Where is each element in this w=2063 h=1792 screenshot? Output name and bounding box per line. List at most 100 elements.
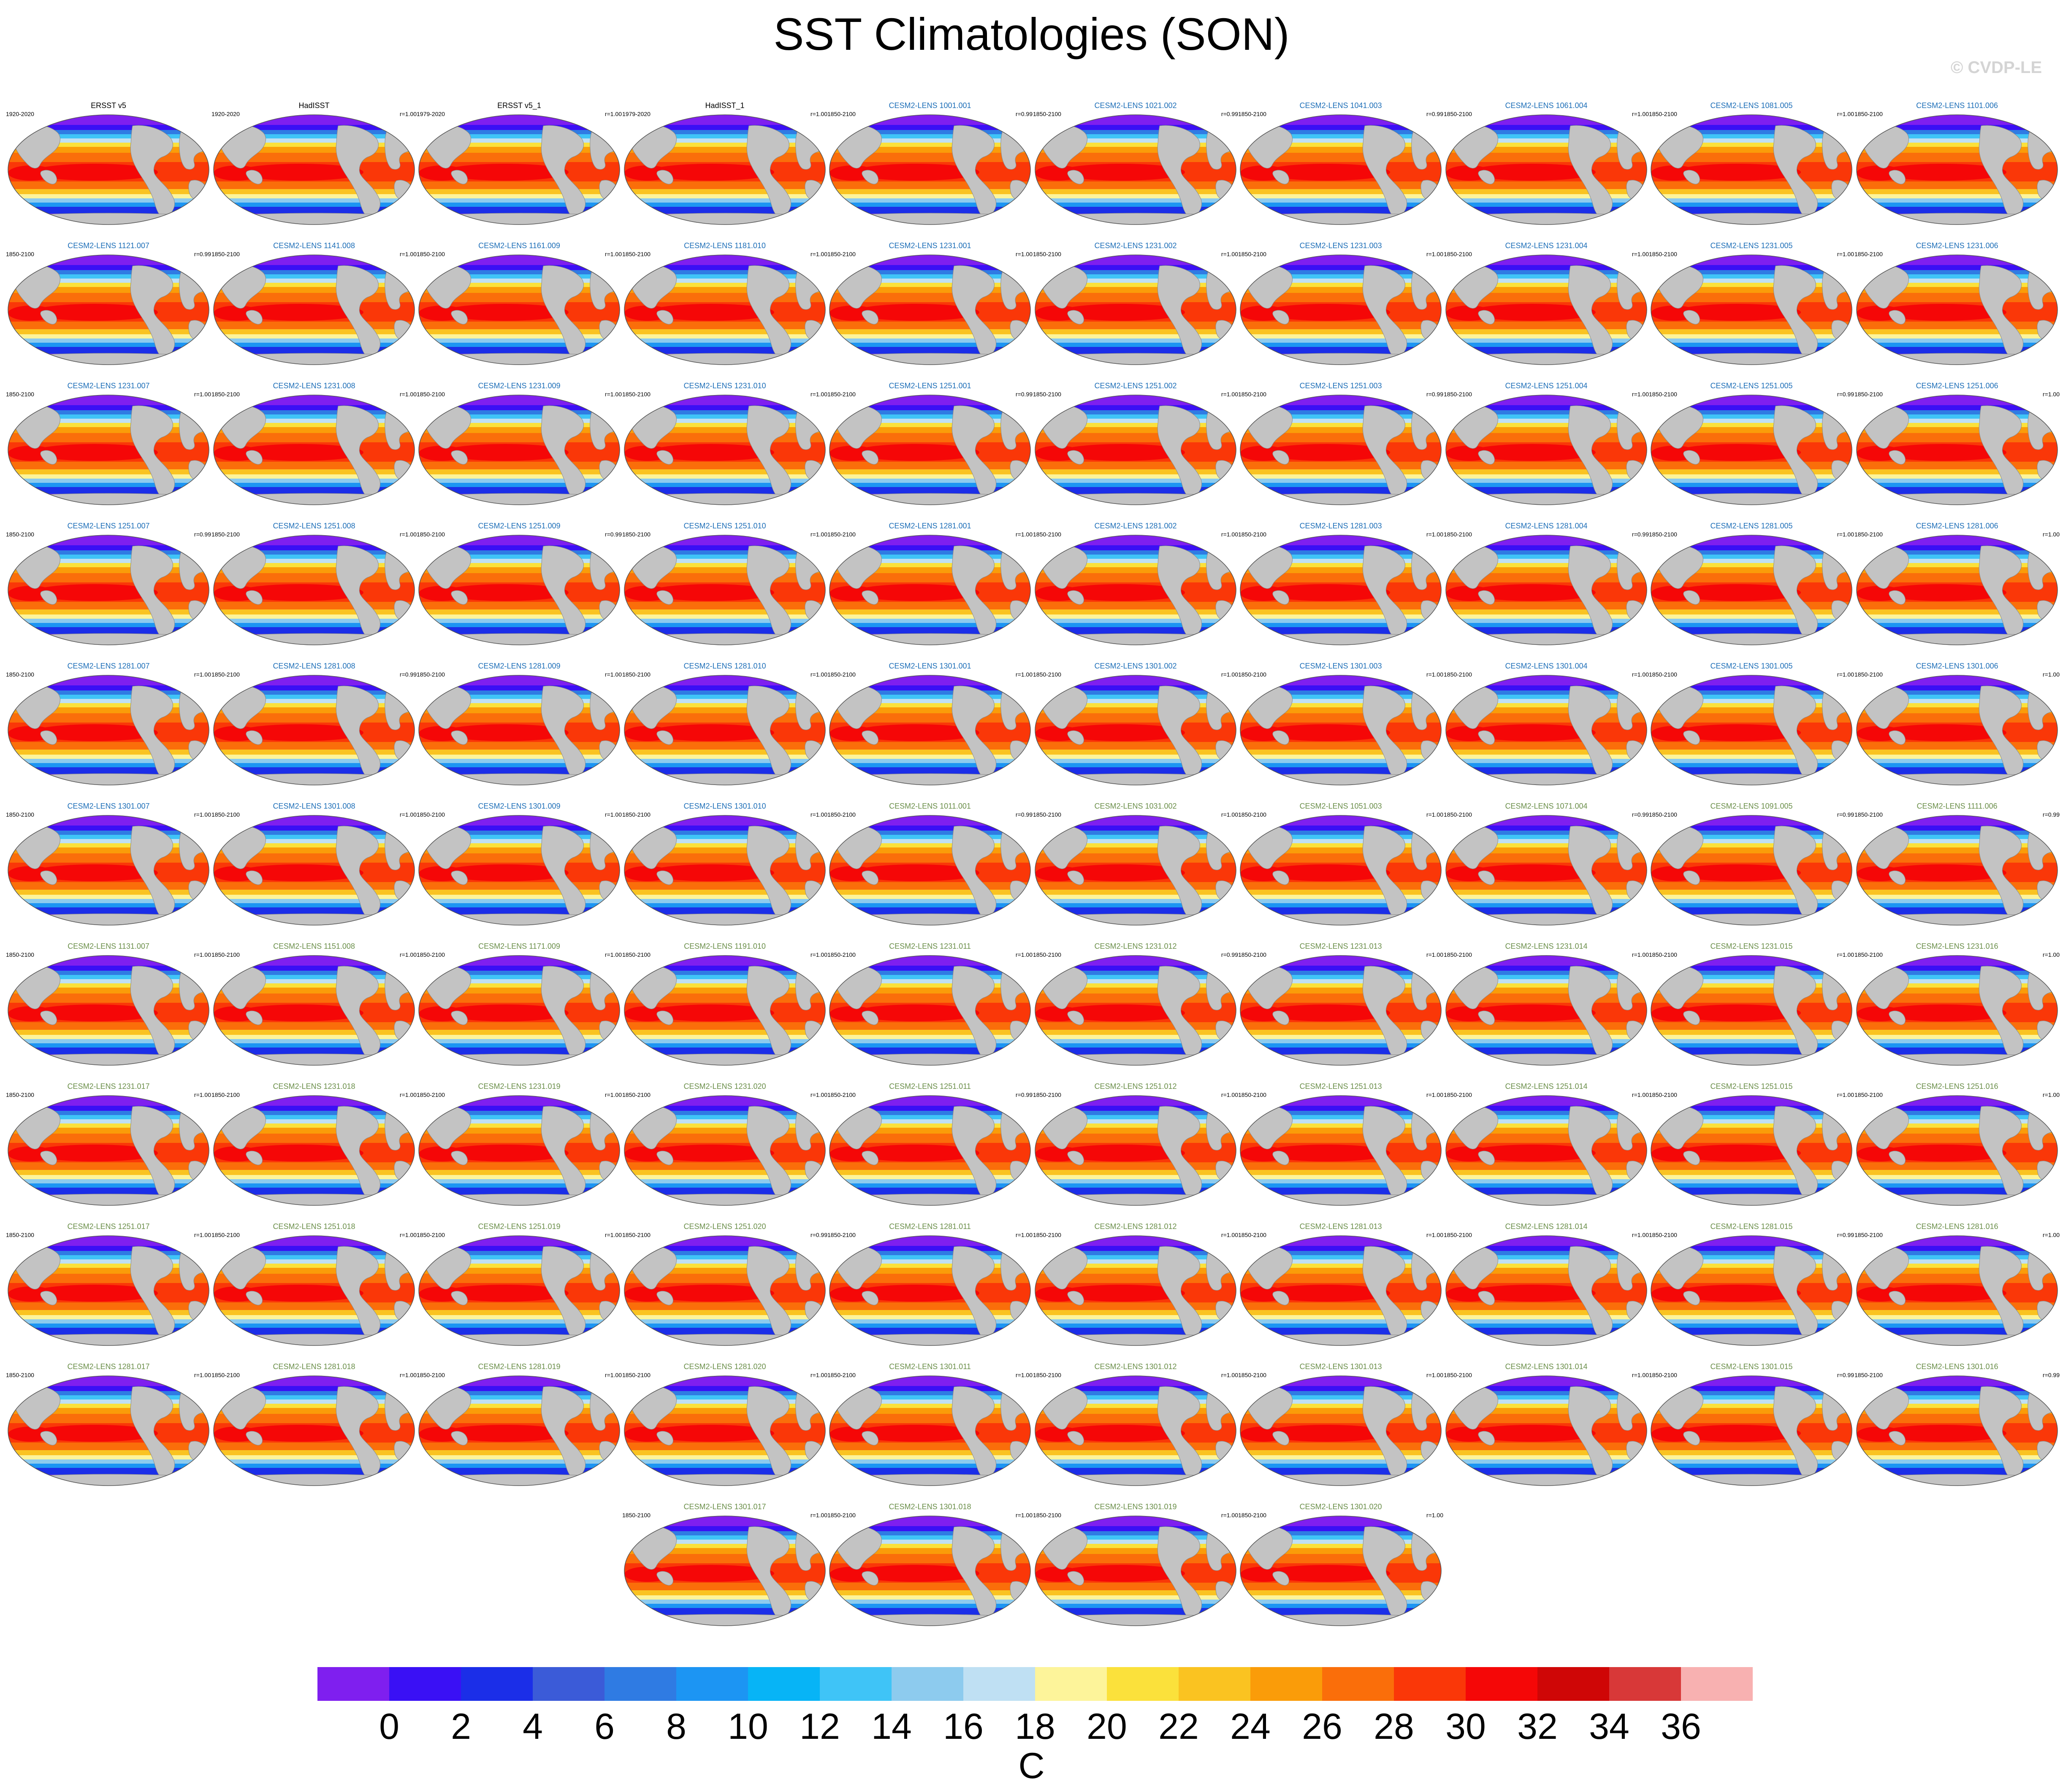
colorbar: 0 2 4 6 8 10 12 14 16 18 20 22 24 26 28 30 32 34 36 [317,1667,1753,1743]
sst-map [1651,1375,1852,1486]
panel-title: CESM2-LENS 1281.010 [683,662,766,670]
sst-field [1446,675,1647,785]
sst-field [1446,1376,1647,1486]
sst-map [8,675,209,785]
map-panel: CESM2-LENS 1091.005 1850-2100 r=0.99 [1649,802,1854,928]
globe-outline [1240,1095,1442,1206]
sst-map [1651,955,1852,1066]
panel-title: CESM2-LENS 1231.015 [1710,942,1793,950]
panel-title: CESM2-LENS 1061.004 [1505,101,1588,110]
map-panel: CESM2-LENS 1281.006 1850-2100 r=1.00 [1854,522,2060,648]
globe-outline [624,114,826,225]
map-panel: CESM2-LENS 1081.005 1850-2100 r=1.00 [1649,101,1854,228]
sst-field [214,1376,415,1486]
sst-map [1035,114,1236,225]
sst-field [214,1096,415,1205]
panel-years: 1850-2100 [417,951,445,958]
panel-pattern-correlation: r=1.00 [1426,951,1443,958]
panel-pattern-correlation: r=1.00 [1221,1512,1238,1519]
panel-title: CESM2-LENS 1251.009 [478,522,561,530]
globe-outline [418,1235,620,1346]
panel-pattern-correlation: r=1.00 [810,251,827,257]
globe-outline [624,1095,826,1206]
sst-field [214,1236,415,1345]
sst-map [1856,254,2058,365]
panel-years: 1850-2100 [1649,111,1677,117]
globe-outline [829,395,1031,505]
map-panel: CESM2-LENS 1251.011 1850-2100 r=0.99 [827,1082,1033,1209]
globe-outline [8,675,209,785]
sst-map [1035,1235,1236,1346]
sst-field [1240,1236,1441,1345]
panel-title: CESM2-LENS 1231.002 [1094,241,1177,250]
panel-years: 1850-2100 [1649,1232,1677,1238]
panel-title: CESM2-LENS 1171.009 [478,942,560,950]
map-panel: CESM2-LENS 1281.018 1850-2100 r=1.00 [211,1362,417,1489]
sst-field [1857,675,2058,785]
panel-title: CESM2-LENS 1301.016 [1916,1362,1998,1371]
panel-title: CESM2-LENS 1281.009 [478,662,561,670]
panel-title: CESM2-LENS 1251.019 [478,1222,561,1231]
map-panel: CESM2-LENS 1281.009 1850-2100 r=1.00 [417,662,622,788]
sst-map [1240,815,1442,926]
colorbar-swatch [1107,1667,1179,1701]
globe-outline [1240,395,1442,505]
panel-pattern-correlation: r=1.00 [605,1232,622,1238]
panel-years: 1850-2100 [1033,531,1061,538]
map-panel: CESM2-LENS 1301.005 1850-2100 r=1.00 [1649,662,1854,788]
globe-outline [829,1095,1031,1206]
sst-field [419,255,620,365]
map-panel: CESM2-LENS 1251.002 1850-2100 r=1.00 [1033,382,1238,508]
panel-years: 1850-2100 [1854,671,1883,678]
sst-map [1856,815,2058,926]
panel-years: 1850-2100 [1649,531,1677,538]
globe-outline [1035,1235,1236,1346]
map-panel: CESM2-LENS 1301.008 1850-2100 r=1.00 [211,802,417,928]
globe-outline [8,815,209,926]
panel-pattern-correlation: r=1.00 [399,1372,417,1378]
panel-title: ERSST v5 [91,101,126,110]
panel-years: 1850-2100 [1033,111,1061,117]
panel-title: CESM2-LENS 1231.008 [273,382,355,390]
globe-outline [1445,675,1647,785]
colorbar-tick-label: 30 [1445,1706,1486,1743]
colorbar-swatch [1179,1667,1250,1701]
panel-title: CESM2-LENS 1301.001 [889,662,971,670]
sst-field [830,115,1030,225]
colorbar-tick-label: 26 [1302,1706,1342,1743]
panel-title: CESM2-LENS 1251.020 [683,1222,766,1231]
panel-pattern-correlation: r=1.00 [1632,111,1649,117]
panel-title: CESM2-LENS 1231.006 [1916,241,1998,250]
sst-map [1651,535,1852,645]
sst-map [1445,815,1647,926]
globe-outline [1035,395,1236,505]
sst-field [1651,815,1852,925]
panel-pattern-correlation: r=0.99 [1837,1372,1854,1378]
sst-field [214,535,415,645]
globe-outline [1445,114,1647,225]
sst-field [8,395,209,505]
panel-pattern-correlation: r=1.00 [399,1232,417,1238]
panel-years: 1850-2100 [6,531,34,538]
panel-pattern-correlation: r=1.00 [399,111,417,117]
panel-years: 1850-2100 [1033,251,1061,257]
panel-years: 1850-2100 [1033,1512,1061,1519]
panel-title: CESM2-LENS 1251.008 [273,522,355,530]
sst-field [8,115,209,225]
sst-field [830,1516,1030,1626]
panel-pattern-correlation: r=1.00 [605,1372,622,1378]
panel-pattern-correlation: r=1.00 [399,531,417,538]
panel-pattern-correlation: r=1.00 [1632,1091,1649,1098]
panel-pattern-correlation: r=0.99 [1015,1091,1033,1098]
sst-map [1035,1375,1236,1486]
sst-field [1651,1096,1852,1205]
panel-pattern-correlation: r=1.00 [1221,251,1238,257]
panel-years: 1850-2100 [1444,1232,1472,1238]
sst-field [1446,815,1647,925]
panel-pattern-correlation: r=1.00 [1426,1091,1443,1098]
globe-outline [1240,254,1442,365]
sst-field [1651,675,1852,785]
sst-map [1856,535,2058,645]
panel-title: CESM2-LENS 1281.003 [1299,522,1382,530]
